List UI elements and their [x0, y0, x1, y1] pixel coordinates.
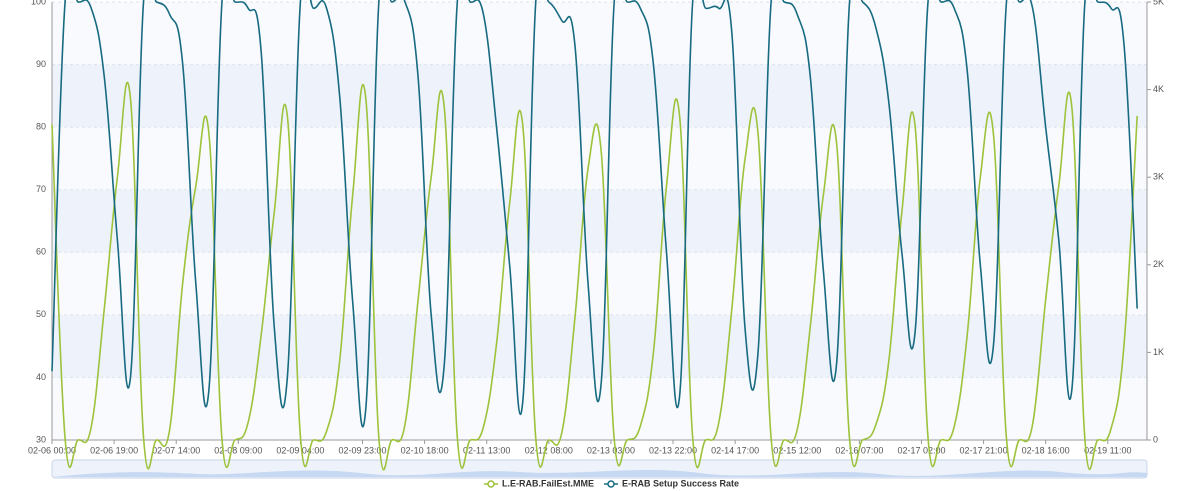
split-band: [52, 64, 1147, 128]
series-line: [51, 81, 1138, 471]
y2-tick-label: 2K: [1153, 259, 1164, 269]
x-tick-label: 02-12 08:00: [525, 445, 573, 455]
split-band: [52, 189, 1147, 253]
x-tick-label: 02-11 13:00: [463, 445, 510, 455]
x-tick-label: 02-09 04:00: [276, 445, 324, 455]
y-tick-label: 100: [31, 0, 46, 6]
split-band: [52, 2, 1147, 65]
split-band: [52, 252, 1147, 315]
x-tick-label: 02-18 16:00: [1022, 445, 1070, 455]
zoom-slider[interactable]: [51, 459, 1148, 479]
series-line: [51, 0, 1138, 428]
x-tick-label: 02-13 22:00: [649, 445, 697, 455]
slider-preview: [52, 470, 1147, 477]
legend-marker: [607, 480, 615, 488]
legend: L.E-RAB.FailEst.MME E-RAB Setup Success R…: [484, 478, 739, 488]
x-tick-label: 02-10 18:00: [401, 445, 449, 455]
legend-label: L.E-RAB.FailEst.MME: [502, 478, 594, 488]
legend-label: E-RAB Setup Success Rate: [622, 478, 739, 488]
y2-tick-label: 5K: [1153, 0, 1164, 6]
split-band: [52, 377, 1147, 440]
x-tick-label: 02-06 19:00: [90, 445, 138, 455]
y2-tick-label: 3K: [1153, 172, 1164, 182]
x-tick-label: 02-08 09:00: [214, 445, 262, 455]
x-tick-label: 02-17 21:00: [960, 445, 1008, 455]
y-tick-label: 70: [36, 184, 46, 194]
y2-tick-label: 1K: [1153, 347, 1164, 357]
y-tick-label: 80: [36, 122, 46, 132]
y-tick-label: 60: [36, 247, 46, 257]
y-tick-label: 90: [36, 59, 46, 69]
x-tick-label: 02-09 23:00: [338, 445, 386, 455]
y2-tick-label: 4K: [1153, 84, 1164, 94]
y-tick-label: 40: [36, 372, 46, 382]
x-tick-label: 02-06 00:00: [28, 445, 76, 455]
x-tick-label: 02-15 12:00: [773, 445, 821, 455]
legend-marker: [487, 480, 495, 488]
y-tick-label: 30: [36, 434, 46, 444]
y-tick-label: 50: [36, 309, 46, 319]
x-tick-label: 02-19 11:00: [1084, 445, 1131, 455]
x-tick-label: 02-14 17:00: [711, 445, 759, 455]
x-tick-label: 02-07 14:00: [152, 445, 200, 455]
x-tick-label: 02-17 02:00: [897, 445, 945, 455]
y2-tick-label: 0: [1153, 434, 1158, 444]
x-tick-label: 02-13 03:00: [587, 445, 635, 455]
